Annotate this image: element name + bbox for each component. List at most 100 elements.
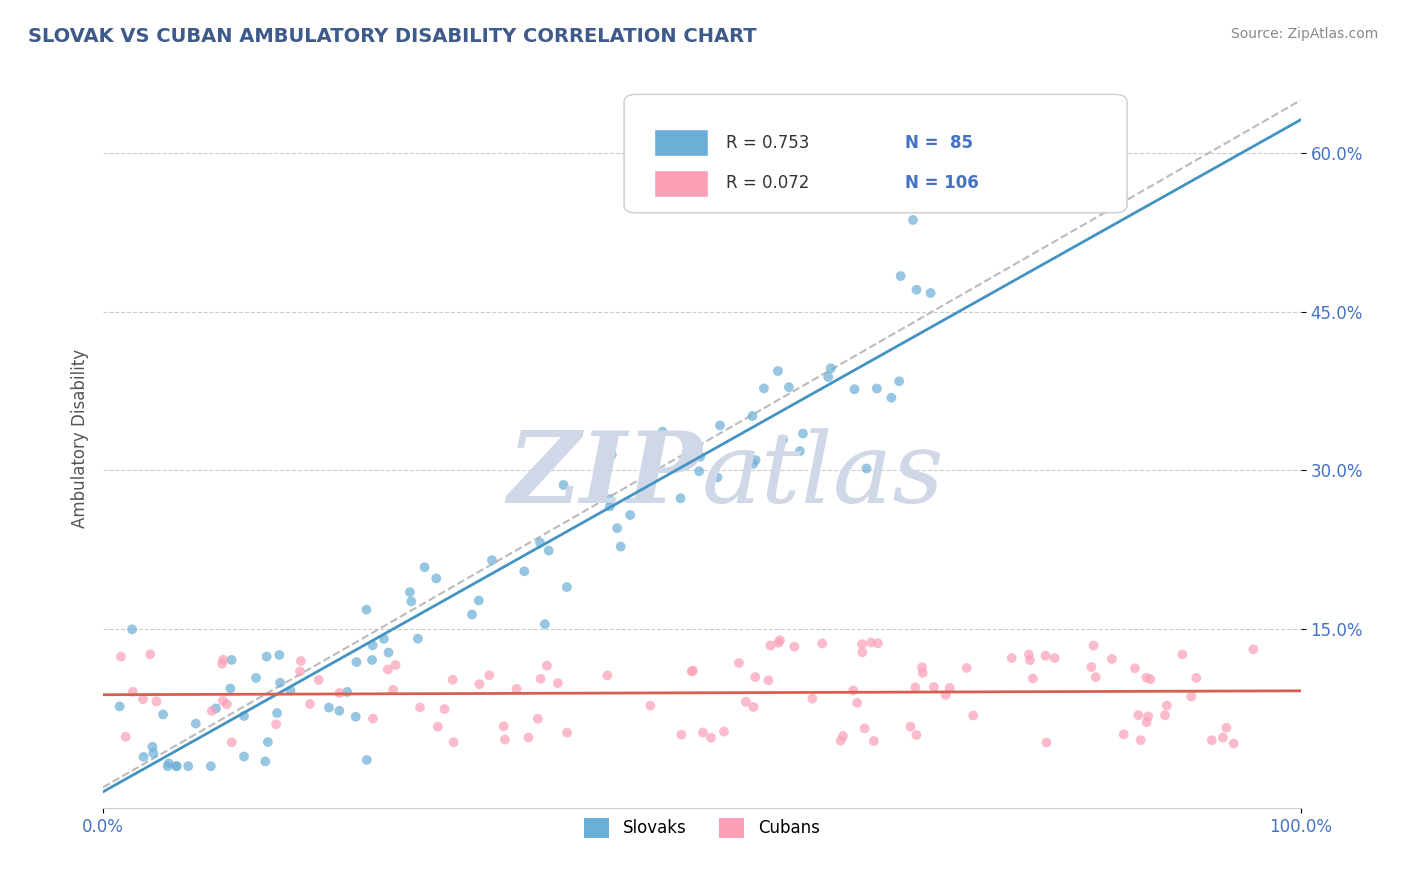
Point [596,668,619,682]
FancyBboxPatch shape [654,129,707,156]
Point [609,540,631,554]
Point [830,733,852,747]
Point [962,708,984,723]
Point [1180,690,1202,704]
Point [269,648,291,662]
Point [619,508,641,522]
Point [494,732,516,747]
Point [1018,648,1040,662]
Point [399,585,422,599]
Point [290,654,312,668]
Point [904,681,927,695]
Point [200,759,222,773]
Point [866,636,889,650]
Point [905,186,928,201]
Point [1035,735,1057,749]
Point [555,725,578,739]
Point [688,464,710,478]
Point [461,607,484,622]
Point [406,632,429,646]
Point [1112,727,1135,741]
Point [851,645,873,659]
Point [692,725,714,739]
Point [132,692,155,706]
Point [409,700,432,714]
Point [901,213,924,227]
Point [1156,698,1178,713]
Point [177,759,200,773]
Point [356,753,378,767]
Point [1129,733,1152,747]
Point [288,665,311,679]
Point [905,283,928,297]
Point [382,682,405,697]
Point [142,746,165,760]
Point [361,712,384,726]
Point [752,381,775,395]
Point [184,716,207,731]
Point [700,731,723,745]
Y-axis label: Ambulatory Disability: Ambulatory Disability [72,349,89,528]
Point [1154,708,1177,723]
Point [547,676,569,690]
Text: SLOVAK VS CUBAN AMBULATORY DISABILITY CORRELATION CHART: SLOVAK VS CUBAN AMBULATORY DISABILITY CO… [28,27,756,45]
Point [783,640,806,654]
FancyBboxPatch shape [624,95,1128,213]
Point [254,755,277,769]
Point [328,704,350,718]
Point [689,450,711,464]
Point [346,655,368,669]
Point [264,717,287,731]
Text: R = 0.753: R = 0.753 [725,134,810,152]
Point [728,656,751,670]
Point [212,653,235,667]
Point [741,409,763,423]
Point [600,448,623,462]
Point [766,364,789,378]
Point [401,594,423,608]
Point [555,580,578,594]
Point [801,691,824,706]
Point [935,688,957,702]
Point [384,657,406,672]
Point [221,735,243,749]
Point [336,685,359,699]
Point [517,731,540,745]
Point [513,564,536,578]
Point [266,706,288,720]
Point [817,370,839,384]
Point [920,285,942,300]
Point [256,649,278,664]
Point [599,500,621,514]
Point [361,638,384,652]
Point [956,661,979,675]
Point [1080,660,1102,674]
Text: N =  85: N = 85 [905,134,973,152]
Point [534,617,557,632]
Point [1135,715,1157,730]
Text: ZIP: ZIP [508,427,702,524]
Point [742,700,765,714]
Point [744,453,766,467]
Point [269,675,291,690]
Point [669,491,692,506]
Point [443,735,465,749]
Point [890,268,912,283]
Point [141,739,163,754]
Point [145,694,167,708]
Point [373,632,395,646]
Point [233,749,256,764]
Point [1083,639,1105,653]
Point [772,433,794,447]
Point [768,636,790,650]
Point [221,653,243,667]
Point [905,728,928,742]
Point [911,660,934,674]
Point [1019,653,1042,667]
Point [529,535,551,549]
Point [152,707,174,722]
Point [425,571,447,585]
Point [758,673,780,688]
Point [1212,731,1234,745]
Point [1137,709,1160,723]
